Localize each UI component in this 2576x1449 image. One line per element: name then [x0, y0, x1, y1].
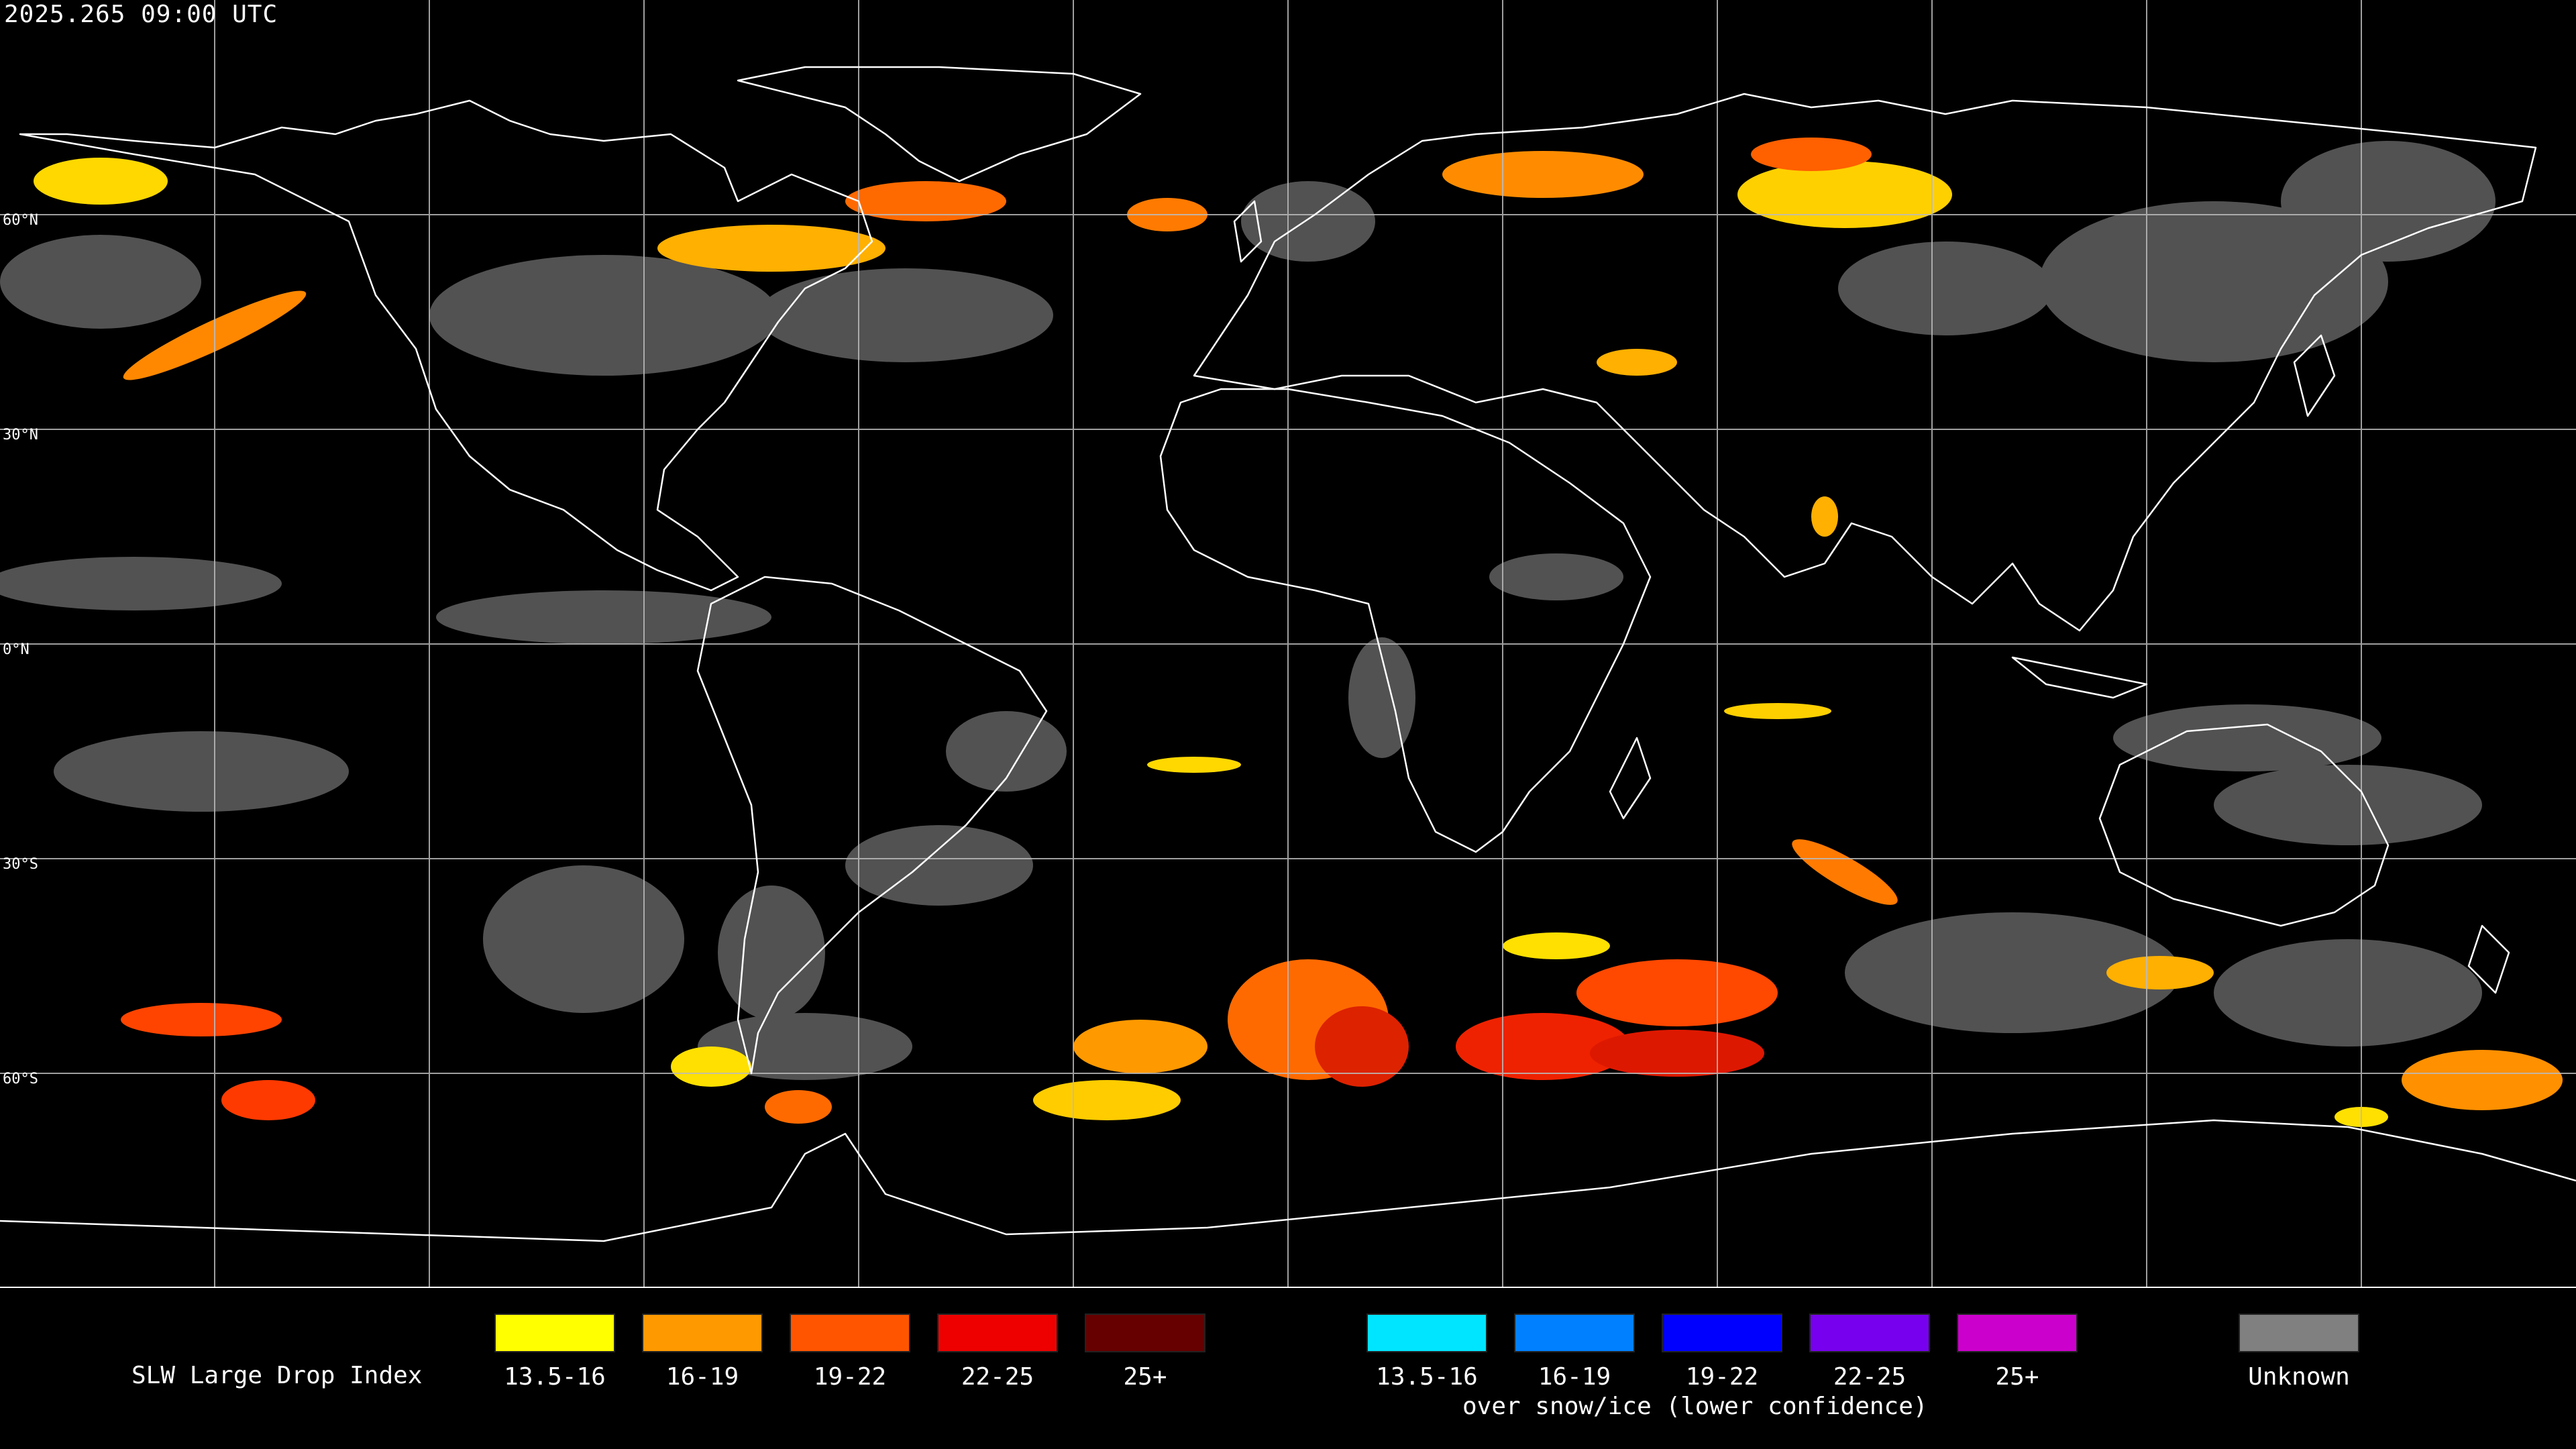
snow-ice-subtitle: over snow/ice (lower confidence)	[1462, 1393, 1928, 1420]
coast-indonesia	[2011, 656, 2148, 699]
coast-madagascar	[1609, 737, 1652, 820]
lat-label-60n: 60°N	[3, 212, 38, 229]
coast-eurasia	[1193, 93, 2537, 632]
lat-label-30s: 30°S	[3, 856, 38, 873]
coast-antarctica	[0, 1119, 2576, 1242]
legend-label-standard-4: 22-25	[961, 1363, 1034, 1391]
coast-north-america	[19, 99, 873, 592]
legend-swatch-standard-1	[494, 1313, 615, 1352]
legend-label-standard-2: 16-19	[665, 1363, 739, 1391]
coast-new-zealand	[2467, 924, 2510, 994]
unknown-cloud-layer	[0, 141, 2496, 1080]
legend-swatch-snow-4	[1809, 1313, 1930, 1352]
legend-label-unknown: Unknown	[2248, 1363, 2350, 1391]
legend-label-snow-3: 19-22	[1685, 1363, 1759, 1391]
legend-label-snow-4: 22-25	[1833, 1363, 1907, 1391]
legend-swatch-unknown	[2239, 1313, 2359, 1352]
legend-title: SLW Large Drop Index	[131, 1362, 423, 1389]
legend-label-standard-1: 13.5-16	[504, 1363, 606, 1391]
legend-label-standard-5: 25+	[1123, 1363, 1167, 1391]
coast-british-isles	[1233, 200, 1263, 263]
lat-label-30n: 30°N	[3, 427, 38, 443]
legend-label-snow-5: 25+	[1995, 1363, 2039, 1391]
map-canvas	[0, 0, 2576, 1288]
lat-label-0n: 0°N	[3, 641, 30, 658]
world-map: 2025.265 09:00 UTC 60°N 30°N 0°N 30°S 60…	[0, 0, 2576, 1288]
legend-swatch-standard-4	[937, 1313, 1058, 1352]
legend-swatch-snow-5	[1957, 1313, 2078, 1352]
coastlines	[0, 66, 2576, 1242]
coast-south-america	[696, 576, 1048, 1075]
legend-label-standard-3: 19-22	[813, 1363, 887, 1391]
coast-greenland	[737, 66, 1142, 182]
legend-swatch-standard-5	[1085, 1313, 1205, 1352]
legend-swatch-standard-3	[790, 1313, 910, 1352]
graticule-grid	[0, 0, 2576, 1288]
legend-label-snow-1: 13.5-16	[1376, 1363, 1478, 1391]
legend-swatch-snow-2	[1514, 1313, 1635, 1352]
legend-swatch-snow-1	[1366, 1313, 1487, 1352]
coast-africa	[1159, 388, 1652, 853]
legend-label-snow-2: 16-19	[1538, 1363, 1611, 1391]
coast-japan	[2293, 334, 2336, 417]
legend-bar	[0, 1288, 2576, 1449]
legend-swatch-snow-3	[1662, 1313, 1782, 1352]
coast-australia	[2098, 723, 2390, 927]
timestamp: 2025.265 09:00 UTC	[4, 1, 278, 28]
legend-swatch-standard-2	[642, 1313, 763, 1352]
legend-divider	[0, 1287, 2576, 1289]
lat-label-60s: 60°S	[3, 1071, 38, 1087]
